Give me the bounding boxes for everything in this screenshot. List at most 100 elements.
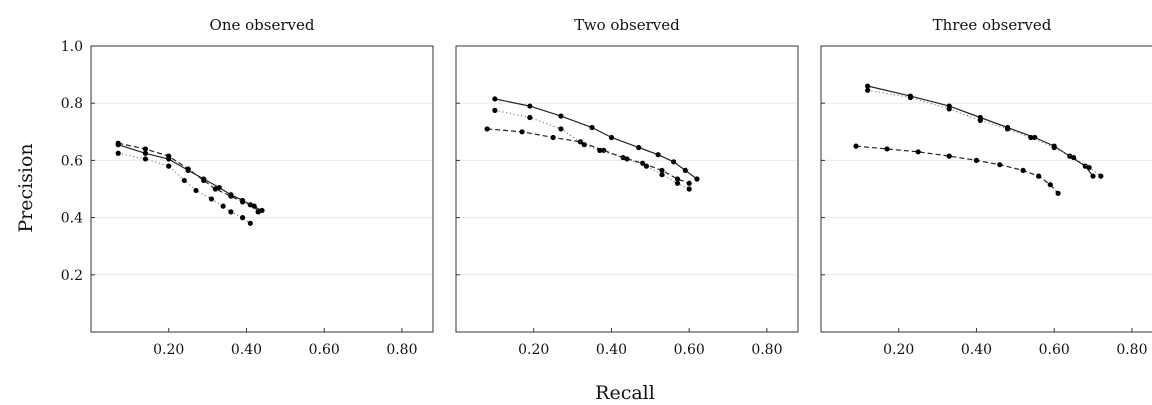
series-dashed-line [118,142,259,213]
data-point-dotted [1051,144,1057,151]
data-point-dotted [686,186,692,192]
x-tick-label: 0.60 [1039,342,1070,358]
data-point-solid [671,159,677,165]
data-point-dotted [142,156,149,162]
data-point-dotted [1004,126,1011,132]
x-tick-label: 0.40 [231,342,262,358]
data-point-dotted [1028,134,1034,141]
panel-title: Two observed [574,16,680,34]
plot-frame [455,45,799,333]
data-point-dashed [201,177,207,184]
x-tick-label: 0.80 [1116,342,1147,358]
y-tick-label: 0.6 [61,153,83,169]
data-point-dashed [239,199,246,205]
y-axis-title: Precision [15,143,37,232]
x-tick-label: 0.60 [674,342,705,358]
data-point-dotted [643,163,650,169]
y-tick-label: 0.2 [61,268,83,284]
x-tick-label: 0.80 [386,342,417,358]
data-point-dotted [166,163,172,169]
data-point-dashed [915,149,921,155]
data-point-solid [492,96,498,102]
data-point-dotted [581,142,587,148]
x-tick-label: 0.20 [153,342,184,358]
data-point-dashed [185,166,191,172]
panels: One observed 0.20 0.40 0.60 0.80 0.2 0.4 0.6 0.8… [61,16,1152,358]
data-point-dotted [946,106,952,112]
data-point-dashed [884,146,890,152]
data-point-dashed [1055,190,1061,196]
series-dotted-line [494,109,690,190]
data-point-dashed [228,193,234,199]
data-point-dotted [1098,173,1104,179]
data-point-dashed [255,209,261,215]
data-point-dotted [193,187,199,194]
data-point-dotted [247,220,253,226]
data-point-dotted [208,196,215,202]
data-point-solid [865,83,871,89]
data-point-solid [682,167,688,174]
plot-frame [90,45,434,333]
x-tick-label: 0.80 [751,342,782,358]
data-point-dashed [973,157,980,163]
series-dashed-line [855,145,1059,194]
data-point-dotted [624,156,630,162]
data-point-dashed [639,160,646,166]
x-tick-label: 0.40 [596,342,627,358]
data-point-dotted [1086,164,1092,171]
data-point-dotted [674,180,681,186]
data-point-solid [1032,134,1038,141]
data-point-dotted [865,87,871,93]
data-point-dashed [1047,182,1053,188]
data-point-solid [655,152,661,158]
data-point-dashed [686,180,692,186]
panel-3: Three observed 0.20 0.40 0.60 0.80 [820,16,1152,358]
data-point-dashed [251,203,257,209]
data-point-dotted [558,126,564,132]
data-point-solid [558,113,564,119]
series-solid-line [494,98,698,180]
data-point-solid [608,134,615,141]
data-point-dashed [550,134,556,141]
data-point-dotted [492,107,498,113]
y-tick-label: 1.0 [61,39,83,55]
data-point-dotted [907,94,913,101]
data-point-dashed [166,153,172,159]
series-solid-line [867,85,1094,177]
data-point-dashed [142,146,149,152]
data-point-dashed [674,176,681,182]
data-point-dashed [946,153,952,159]
series-solid-line [118,144,263,211]
panel-1: One observed 0.20 0.40 0.60 0.80 0.2 0.4 0.6 0.8… [61,16,434,358]
data-point-solid [636,144,642,151]
data-point-dotted [977,117,983,123]
data-point-solid [142,150,149,156]
data-point-dotted [597,147,603,153]
x-tick-label: 0.60 [309,342,340,358]
data-point-dashed [659,167,665,174]
data-point-dotted [1071,154,1077,161]
data-point-solid [694,176,700,182]
data-point-solid [527,103,533,109]
data-point-dotted [659,172,665,178]
data-point-dashed [212,186,218,192]
plot-frame [820,45,1152,333]
panel-title: One observed [210,16,315,34]
data-point-dotted [228,209,234,215]
data-point-dashed [1036,173,1042,179]
data-point-dashed [115,140,121,146]
panel-2: Two observed 0.20 0.40 0.60 0.80 [455,16,799,358]
data-point-dashed [519,129,525,135]
x-tick-label: 0.20 [883,342,914,358]
data-point-dotted [527,114,533,121]
x-axis-title: Recall [595,382,655,404]
data-point-dashed [1020,167,1026,174]
data-point-dotted [239,215,246,221]
y-tick-label: 0.4 [61,211,83,227]
panel-title: Three observed [933,16,1052,34]
data-point-solid [589,124,595,131]
x-tick-label: 0.40 [961,342,992,358]
data-point-dotted [115,150,121,156]
data-point-solid [1090,173,1096,179]
